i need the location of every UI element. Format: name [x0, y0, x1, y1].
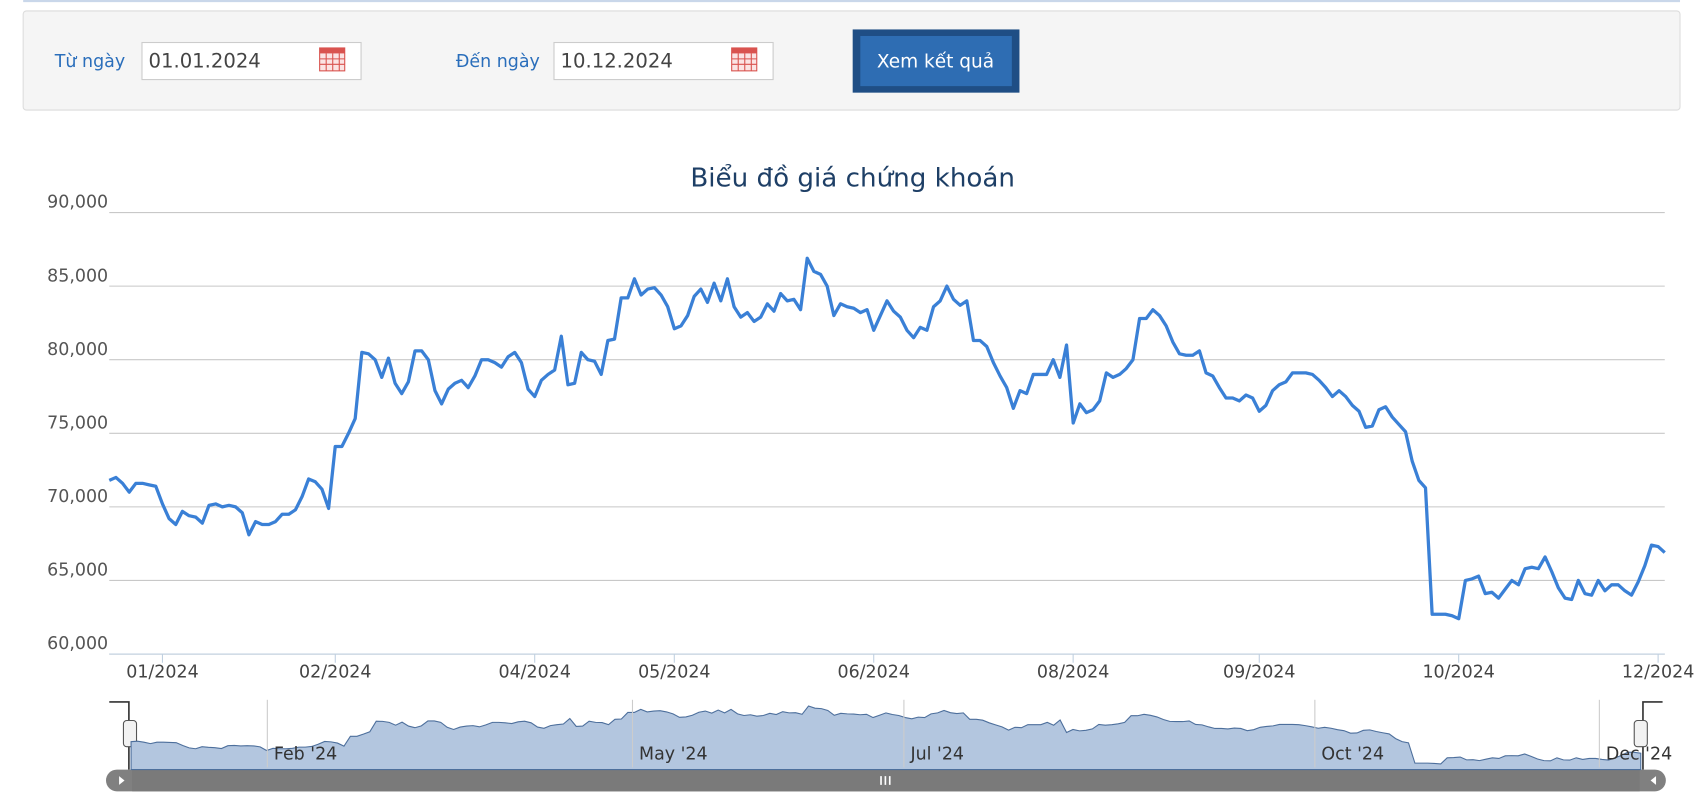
y-tick-label: 75,000: [47, 413, 108, 433]
price-line: [108, 256, 1666, 621]
y-tick-label: 60,000: [47, 634, 108, 654]
button-label[interactable]: Xem kết quả: [877, 51, 994, 73]
x-tick-label: 06/2024: [837, 663, 909, 683]
y-tick-label: 70,000: [47, 487, 108, 507]
navigator-label: Dec '24: [1606, 744, 1672, 764]
x-tick-label: 10/2024: [1422, 663, 1494, 683]
chart-title: Biểu đồ giá chứng khoán: [690, 163, 1015, 193]
x-tick-label: 02/2024: [299, 663, 371, 683]
x-tick-label: 01/2024: [126, 663, 198, 683]
calendar-icon[interactable]: [319, 47, 346, 72]
x-tick-label: 12/2024: [1622, 663, 1694, 683]
y-tick-label: 90,000: [47, 193, 108, 213]
y-tick-label: 85,000: [47, 266, 108, 286]
x-tick-label: 08/2024: [1037, 663, 1109, 683]
navigator-label: Jul '24: [909, 744, 964, 764]
calendar-icon[interactable]: [731, 47, 758, 72]
submit-button[interactable]: Xem kết quả: [852, 29, 1020, 93]
navigator-area: [130, 705, 1642, 771]
navigator-label: Oct '24: [1321, 744, 1384, 764]
to-value: 10.12.2024: [561, 50, 673, 73]
x-tick-label: 04/2024: [498, 663, 570, 683]
navigator-label: Feb '24: [274, 744, 337, 764]
x-tick-label: 09/2024: [1223, 663, 1295, 683]
from-value: 01.01.2024: [149, 50, 261, 73]
y-tick-label: 65,000: [47, 561, 108, 581]
y-tick-label: 80,000: [47, 340, 108, 360]
filter-panel: [22, 10, 1681, 111]
to-label: Đến ngày: [456, 51, 540, 72]
from-label: Từ ngày: [54, 52, 125, 72]
x-tick-label: 05/2024: [638, 663, 710, 683]
navigator-label: May '24: [639, 744, 708, 764]
